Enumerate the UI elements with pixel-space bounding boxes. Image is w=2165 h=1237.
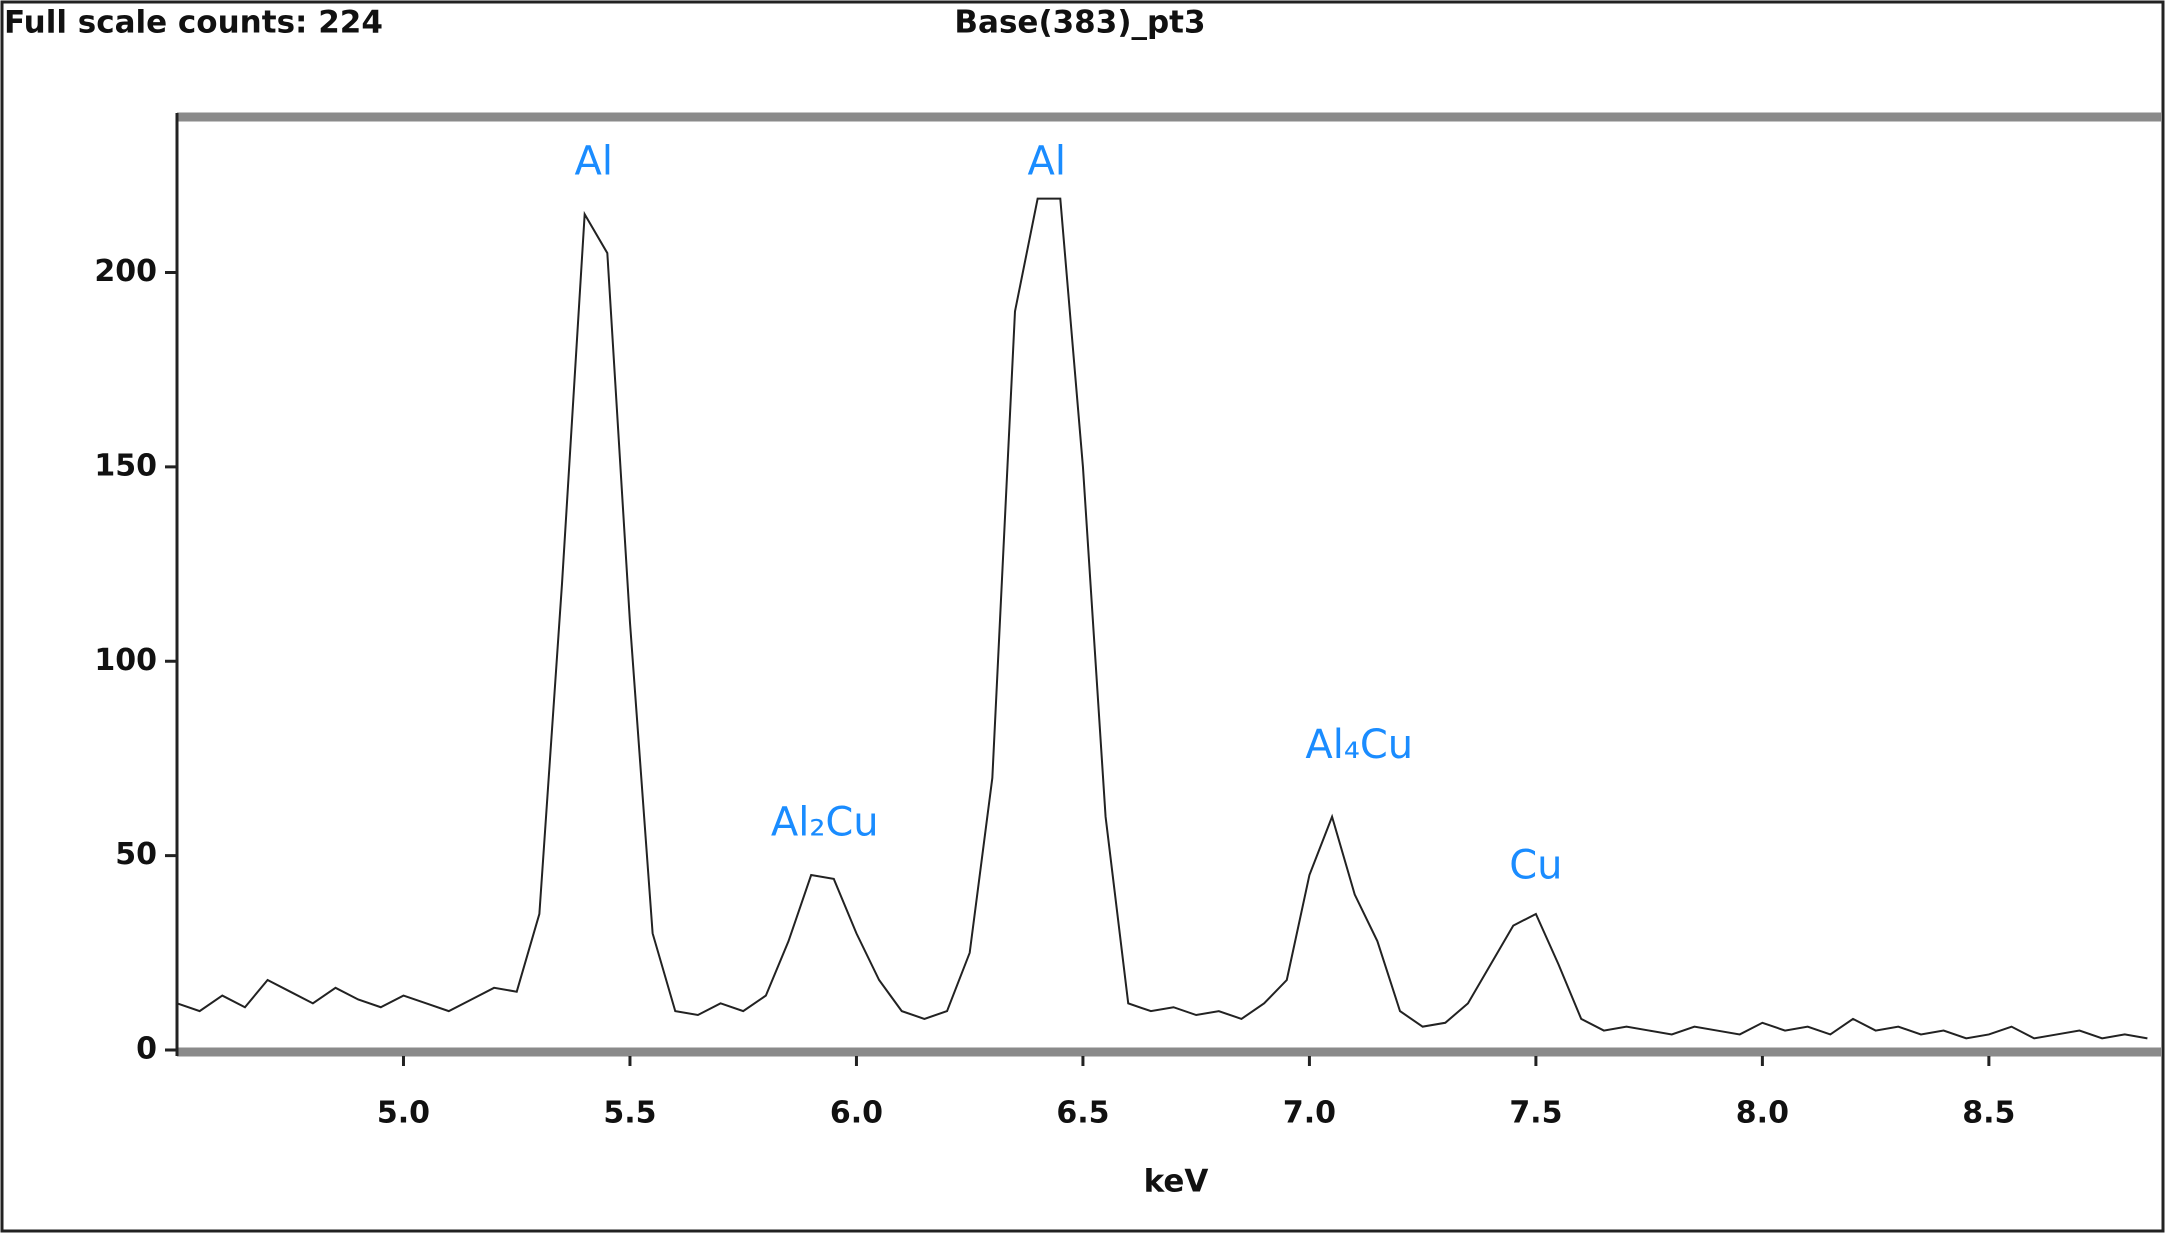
peak-label: Al bbox=[574, 139, 612, 185]
x-tick-label: 7.5 bbox=[1509, 1096, 1562, 1131]
full-scale-label: Full scale counts: 224 bbox=[4, 5, 383, 41]
y-tick-label: 0 bbox=[136, 1032, 157, 1067]
peak-label: Cu bbox=[1509, 842, 1562, 888]
x-tick-label: 6.0 bbox=[830, 1096, 883, 1131]
y-tick-label: 150 bbox=[94, 448, 157, 483]
peak-label: Al₂Cu bbox=[771, 800, 879, 846]
y-tick-label: 50 bbox=[115, 837, 157, 872]
y-tick-label: 100 bbox=[94, 643, 157, 678]
x-tick-label: 8.5 bbox=[1962, 1096, 2015, 1131]
x-axis-label: keV bbox=[1144, 1164, 1209, 1200]
x-tick-label: 5.5 bbox=[603, 1096, 656, 1131]
spectrum-line bbox=[176, 197, 2148, 1040]
y-tick-label: 200 bbox=[94, 254, 157, 289]
x-tick-label: 6.5 bbox=[1056, 1096, 1109, 1131]
x-tick-label: 8.0 bbox=[1736, 1096, 1789, 1131]
peak-label: Al bbox=[1027, 139, 1065, 185]
peak-label: Al₄Cu bbox=[1305, 722, 1413, 768]
x-tick-label: 5.0 bbox=[377, 1096, 430, 1131]
chart-title: Base(383)_pt3 bbox=[954, 5, 1205, 41]
x-tick-label: 7.0 bbox=[1283, 1096, 1336, 1131]
